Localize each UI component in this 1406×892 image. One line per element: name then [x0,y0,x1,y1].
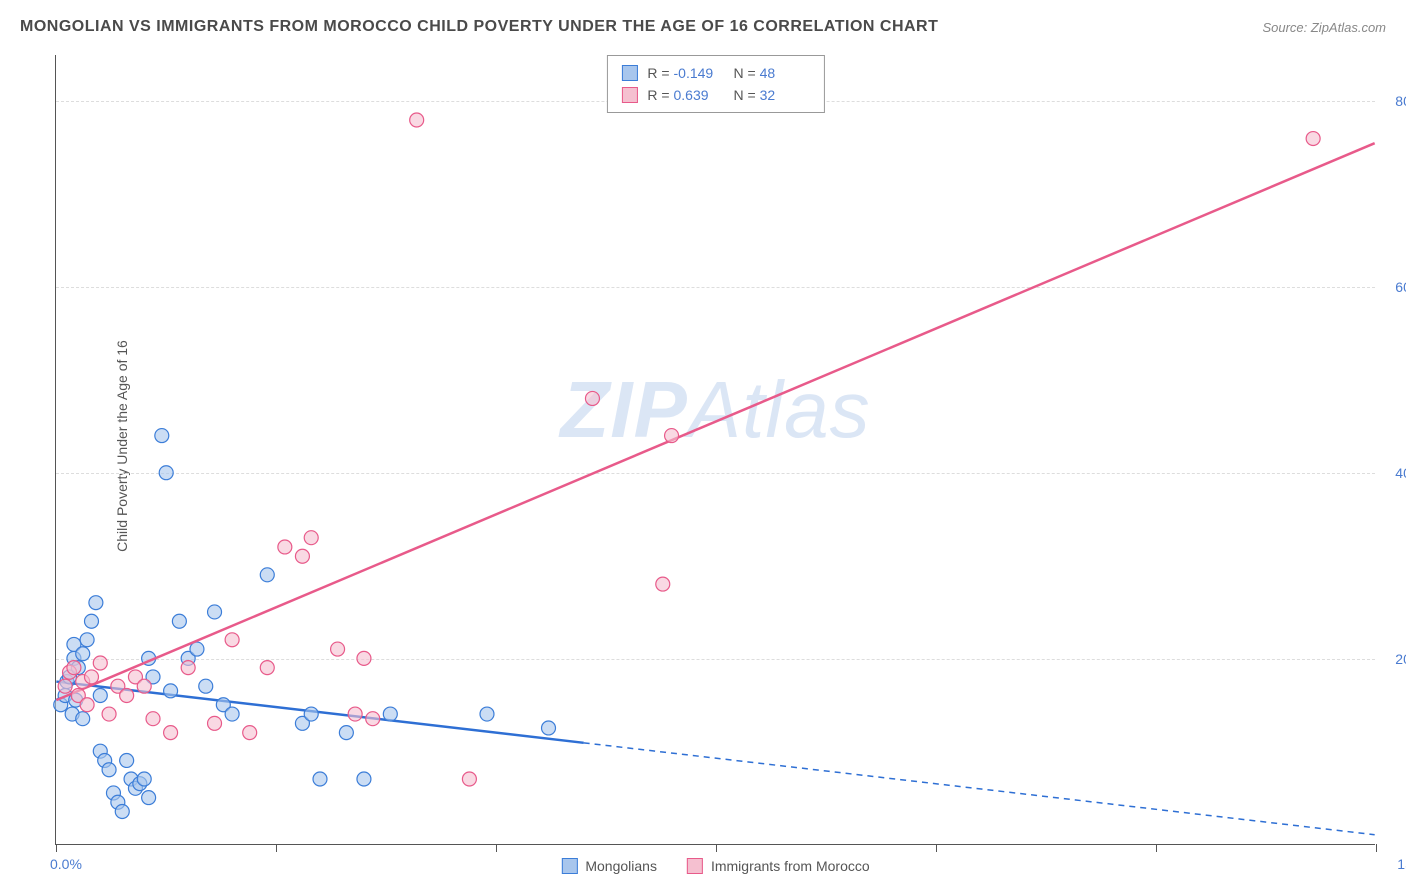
swatch-mongolians [621,65,637,81]
scatter-point [164,684,178,698]
r-label: R = [647,87,673,103]
x-axis-min-label: 0.0% [50,856,82,872]
scatter-point [190,642,204,656]
scatter-point [199,679,213,693]
x-tick [1156,844,1157,852]
scatter-point [58,679,72,693]
scatter-point [278,540,292,554]
scatter-point [304,531,318,545]
legend: Mongolians Immigrants from Morocco [561,858,869,874]
scatter-point [76,647,90,661]
regression-line-dashed [584,743,1375,835]
swatch-morocco [621,87,637,103]
y-tick-label: 20.0% [1395,651,1406,667]
stats-box: R = -0.149 N = 48 R = 0.639 N = 32 [606,55,824,113]
scatter-point [339,726,353,740]
scatter-point [208,716,222,730]
x-tick [56,844,57,852]
scatter-point [84,670,98,684]
stats-row-morocco: R = 0.639 N = 32 [621,84,809,106]
scatter-point [89,596,103,610]
stats-row-mongolians: R = -0.149 N = 48 [621,62,809,84]
scatter-point [366,712,380,726]
n-value-mongolians: 48 [760,62,810,84]
chart-title: MONGOLIAN VS IMMIGRANTS FROM MOROCCO CHI… [20,18,938,36]
scatter-point [208,605,222,619]
scatter-point [137,772,151,786]
n-label: N = [734,65,760,81]
scatter-point [84,614,98,628]
scatter-point [225,707,239,721]
x-tick [1376,844,1377,852]
scatter-point [181,661,195,675]
scatter-point [585,391,599,405]
scatter-point [76,712,90,726]
scatter-point [1306,132,1320,146]
scatter-point [137,679,151,693]
scatter-point [357,772,371,786]
x-tick [936,844,937,852]
legend-item-morocco: Immigrants from Morocco [687,858,870,874]
source-label: Source: ZipAtlas.com [1262,20,1386,35]
y-tick-label: 40.0% [1395,465,1406,481]
scatter-point [462,772,476,786]
x-tick [716,844,717,852]
scatter-point [348,707,362,721]
scatter-point [357,651,371,665]
plot-area: ZIPAtlas R = -0.149 N = 48 R = 0.639 N =… [55,55,1375,845]
scatter-point [164,726,178,740]
scatter-point [480,707,494,721]
scatter-point [656,577,670,591]
x-tick [276,844,277,852]
scatter-point [665,429,679,443]
r-value-mongolians: -0.149 [674,62,724,84]
scatter-point [172,614,186,628]
x-axis-max-label: 15.0% [1397,856,1406,872]
r-value-morocco: 0.639 [674,84,724,106]
scatter-point [102,707,116,721]
scatter-point [331,642,345,656]
n-label: N = [734,87,760,103]
scatter-point [313,772,327,786]
scatter-point [304,707,318,721]
chart-svg [56,55,1375,844]
scatter-point [120,753,134,767]
regression-line [56,143,1374,700]
scatter-point [260,661,274,675]
scatter-point [146,712,160,726]
scatter-point [142,791,156,805]
scatter-point [295,549,309,563]
scatter-point [410,113,424,127]
legend-label-morocco: Immigrants from Morocco [711,858,870,874]
scatter-point [115,805,129,819]
scatter-point [93,656,107,670]
scatter-point [243,726,257,740]
scatter-point [260,568,274,582]
legend-label-mongolians: Mongolians [585,858,657,874]
x-tick [496,844,497,852]
scatter-point [542,721,556,735]
n-value-morocco: 32 [760,84,810,106]
r-label: R = [647,65,673,81]
regression-line-solid [56,682,583,743]
legend-swatch-morocco [687,858,703,874]
legend-swatch-mongolians [561,858,577,874]
scatter-point [225,633,239,647]
legend-item-mongolians: Mongolians [561,858,657,874]
scatter-point [155,429,169,443]
scatter-point [67,661,81,675]
y-tick-label: 60.0% [1395,279,1406,295]
scatter-point [80,633,94,647]
scatter-point [93,688,107,702]
scatter-point [159,466,173,480]
scatter-point [383,707,397,721]
y-tick-label: 80.0% [1395,93,1406,109]
scatter-point [120,688,134,702]
scatter-point [102,763,116,777]
scatter-point [80,698,94,712]
